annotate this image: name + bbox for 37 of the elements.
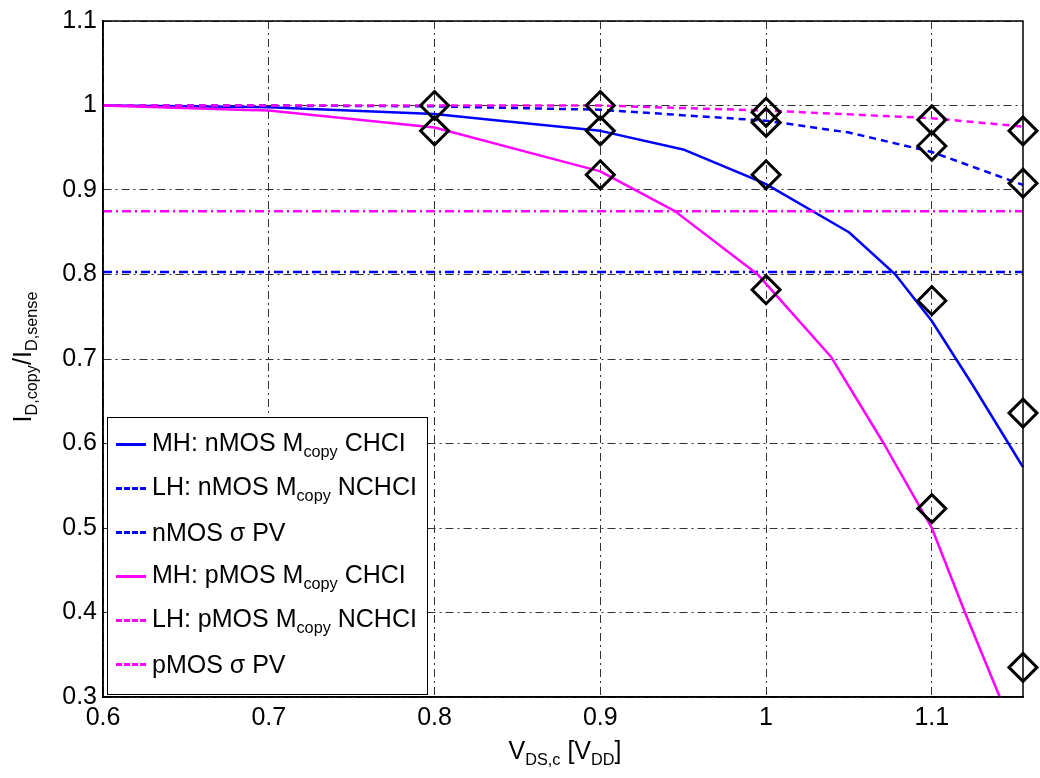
legend-label: LH: pMOS M$_{copy}$ NCHCI [152,603,417,637]
point [1007,651,1039,683]
point [916,104,948,136]
x-tick-label: 1.1 [914,701,950,730]
point [750,159,782,191]
y-tick-label: 0.9 [62,173,97,202]
y-tick-label: 1.1 [62,4,97,33]
point [419,90,451,121]
point [916,285,948,317]
x-tick-label: 0.7 [251,701,287,730]
legend-label: MH: nMOS M$_{copy}$ CHCI [152,427,406,461]
point [750,274,782,306]
point [1007,115,1039,147]
point [916,493,948,525]
point [750,96,782,128]
point [916,130,948,162]
point [584,159,616,191]
y-tick-label: 0.7 [62,342,97,371]
legend-label: pMOS σ PV [152,649,286,679]
point [419,115,451,147]
y-tick-label: 0.6 [62,427,97,456]
y-tick-label: 0.8 [62,258,97,287]
x-axis-title: V$_{DS,c}$ [V$_{DD}$] [507,736,623,769]
x-tick-label: 0.8 [417,701,452,730]
point [750,106,782,138]
y-tick-label: 1 [83,89,97,118]
point [584,90,616,121]
legend-label: LH: nMOS M$_{copy}$ NCHCI [152,471,417,505]
point [584,115,616,147]
x-tick-label: 1 [759,701,774,730]
legend-label: nMOS σ PV [152,517,286,547]
y-tick-label: 0.5 [62,511,97,540]
point [1007,397,1039,429]
point [1007,167,1039,199]
legend-label: MH: pMOS M$_{copy}$ CHCI [152,559,406,593]
y-tick-label: 0.4 [62,596,98,625]
x-tick-label: 0.9 [582,701,618,730]
